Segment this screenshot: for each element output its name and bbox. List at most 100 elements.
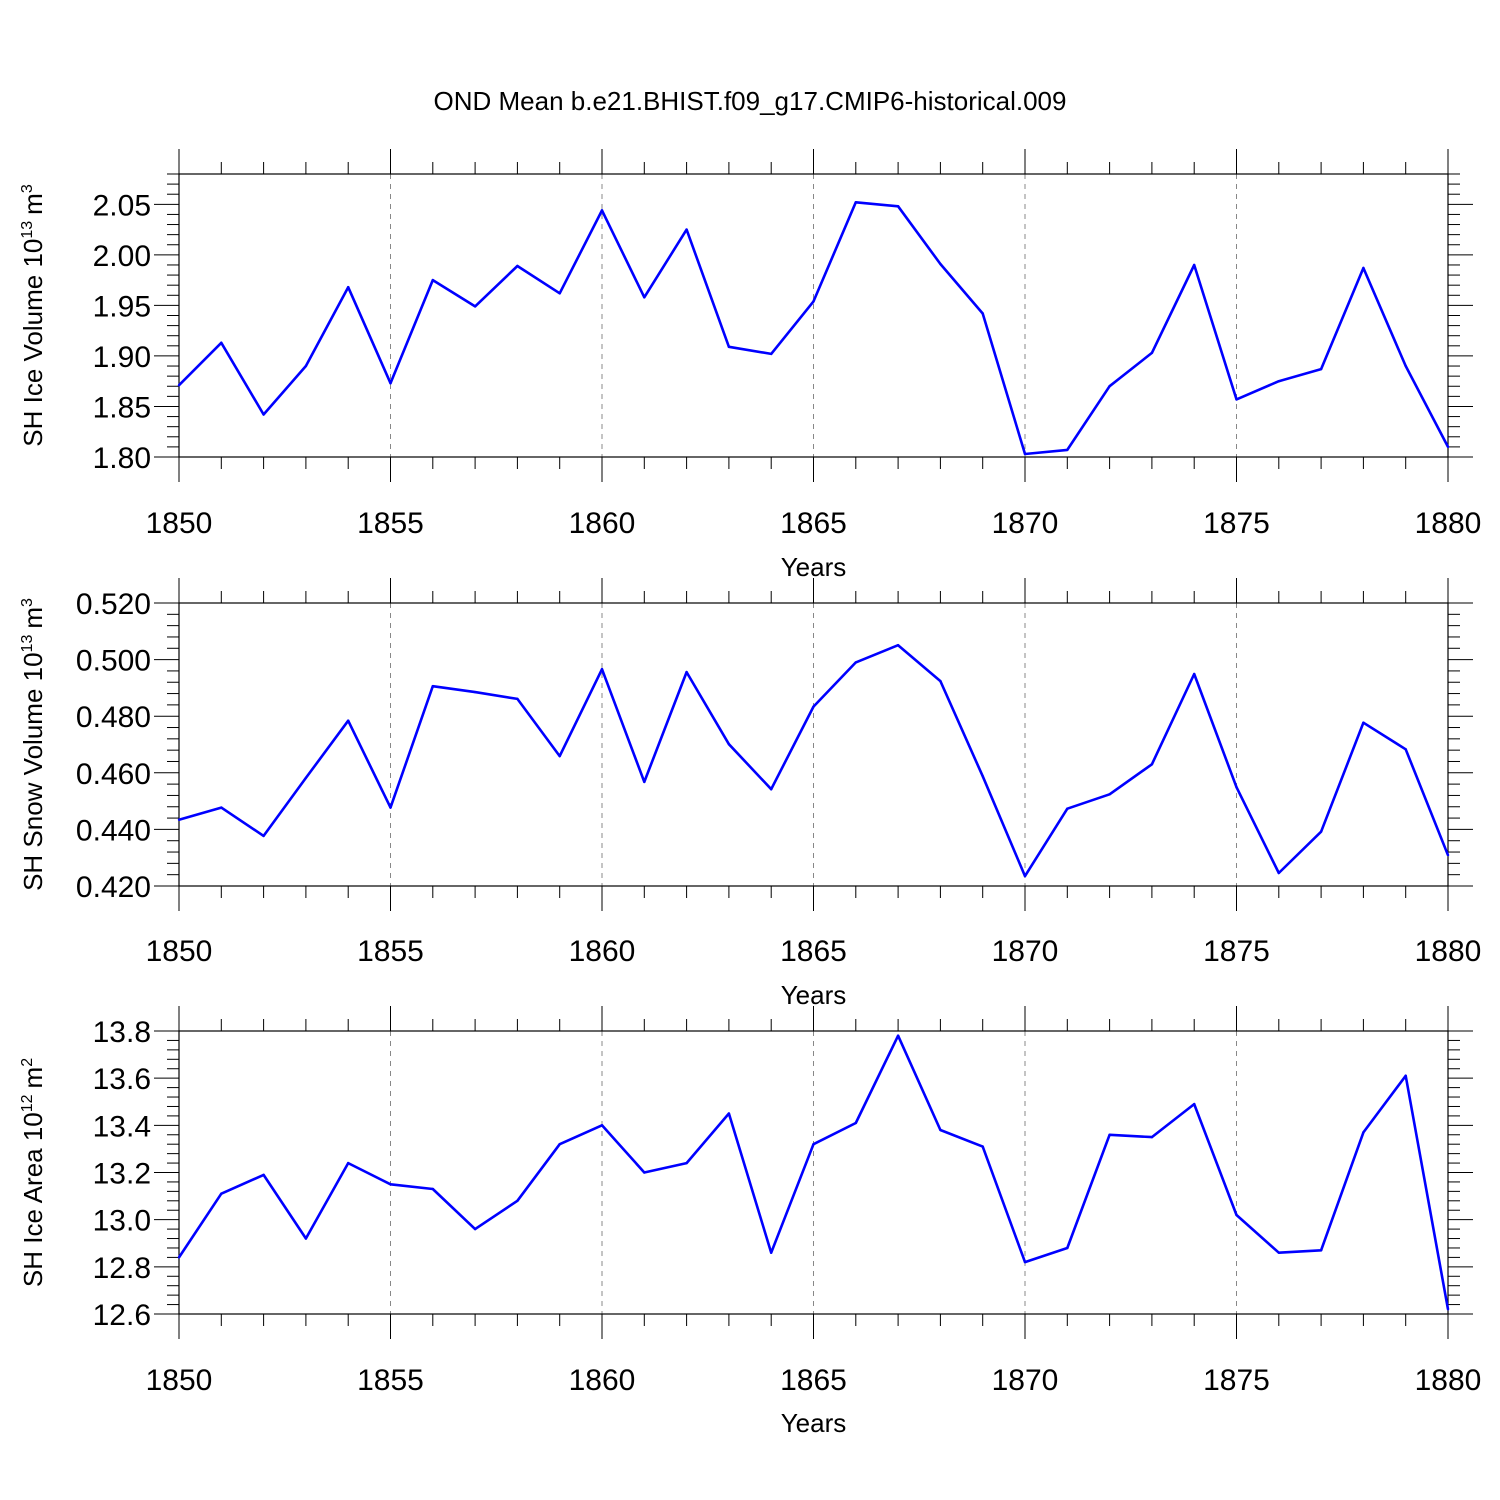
data-point bbox=[896, 205, 900, 208]
data-point bbox=[685, 670, 688, 674]
data-point bbox=[770, 1251, 773, 1254]
data-point bbox=[347, 1161, 350, 1165]
data-point bbox=[558, 754, 561, 758]
data-point bbox=[600, 668, 604, 671]
y-tick-label: 13.8 bbox=[93, 1016, 151, 1049]
data-point bbox=[981, 774, 984, 778]
data-point bbox=[1235, 1213, 1238, 1217]
data-point bbox=[516, 264, 519, 268]
x-tick-label: 1850 bbox=[146, 507, 213, 540]
data-point bbox=[1150, 351, 1154, 355]
data-point bbox=[1277, 379, 1281, 383]
x-tick-label: 1855 bbox=[357, 507, 424, 540]
x-tick-label: 1855 bbox=[357, 1364, 424, 1397]
y-axis-exponent: 13 bbox=[19, 221, 36, 239]
data-point bbox=[1404, 364, 1407, 368]
data-point bbox=[262, 1173, 265, 1177]
data-point bbox=[1235, 786, 1238, 789]
data-point bbox=[1193, 672, 1196, 676]
data-point bbox=[1108, 793, 1111, 796]
x-tick-label: 1870 bbox=[992, 1364, 1059, 1397]
data-point bbox=[1362, 266, 1365, 270]
data-point bbox=[643, 296, 646, 299]
x-tick-label: 1865 bbox=[780, 935, 847, 968]
data-point bbox=[473, 690, 477, 694]
data-point bbox=[1277, 871, 1281, 875]
y-axis-unit: m bbox=[18, 607, 48, 629]
data-point bbox=[812, 1143, 815, 1146]
data-point bbox=[1404, 1074, 1407, 1078]
data-point bbox=[643, 1171, 646, 1174]
x-tick-label: 1870 bbox=[992, 935, 1059, 968]
data-point bbox=[304, 364, 308, 368]
x-tick-label: 1850 bbox=[146, 1364, 213, 1397]
data-point bbox=[177, 384, 181, 387]
y-tick-label: 1.95 bbox=[93, 290, 151, 323]
data-point bbox=[389, 1183, 392, 1186]
x-tick-label: 1875 bbox=[1203, 507, 1270, 540]
x-tick-label: 1865 bbox=[780, 507, 847, 540]
y-axis-unit: m bbox=[18, 193, 48, 215]
data-point bbox=[981, 1145, 984, 1148]
data-point bbox=[727, 1112, 731, 1115]
data-point bbox=[262, 413, 265, 416]
x-tick-label: 1860 bbox=[569, 507, 636, 540]
y-tick-label: 0.500 bbox=[76, 645, 151, 678]
data-point bbox=[558, 1143, 561, 1146]
data-point bbox=[1066, 448, 1069, 452]
data-point bbox=[896, 643, 900, 647]
data-point bbox=[347, 719, 350, 722]
x-tick-label: 1860 bbox=[569, 1364, 636, 1397]
data-point bbox=[1023, 452, 1027, 456]
data-point bbox=[347, 286, 350, 289]
data-point bbox=[473, 1227, 477, 1231]
x-axis-title: Years bbox=[781, 1408, 847, 1438]
data-point bbox=[727, 743, 731, 746]
panel-2: 0.420 0.440 0.460 0.480 0.500 0.520 1850 1855 18… bbox=[18, 578, 1481, 1010]
data-point bbox=[939, 262, 942, 266]
data-point bbox=[389, 382, 392, 385]
data-point bbox=[770, 352, 773, 356]
data-point bbox=[1193, 263, 1196, 267]
data-point bbox=[1235, 398, 1238, 401]
data-point bbox=[1150, 763, 1154, 766]
data-point bbox=[431, 685, 434, 688]
data-point bbox=[854, 201, 857, 204]
data-point bbox=[1446, 853, 1450, 857]
y-axis-title: SH Snow Volume 1013 m3 bbox=[18, 598, 48, 891]
x-tick-label: 1860 bbox=[569, 935, 636, 968]
x-tick-label: 1850 bbox=[146, 935, 213, 968]
data-point bbox=[770, 788, 773, 791]
data-point bbox=[304, 776, 308, 780]
y-axis-title: SH Ice Area 1012 m2 bbox=[18, 1058, 48, 1287]
y-tick-label: 12.8 bbox=[93, 1252, 151, 1285]
y-tick-label: 0.480 bbox=[76, 701, 151, 734]
data-point bbox=[1108, 1133, 1111, 1136]
data-point bbox=[727, 345, 731, 349]
data-point bbox=[1277, 1251, 1281, 1254]
data-point bbox=[516, 1199, 519, 1203]
y-axis-unit: m bbox=[18, 1067, 48, 1089]
data-point bbox=[600, 1124, 604, 1127]
x-tick-label: 1880 bbox=[1415, 1364, 1482, 1397]
data-point bbox=[1446, 445, 1450, 449]
x-axis-title: Years bbox=[781, 552, 847, 582]
y-axis-exponent: 13 bbox=[19, 635, 36, 653]
data-point bbox=[220, 341, 223, 344]
y-tick-label: 1.80 bbox=[93, 442, 151, 475]
x-axis-title: Years bbox=[781, 980, 847, 1010]
y-tick-label: 2.00 bbox=[93, 240, 151, 273]
x-tick-label: 1880 bbox=[1415, 935, 1482, 968]
data-point bbox=[685, 1161, 688, 1165]
data-point bbox=[981, 312, 984, 315]
data-point bbox=[220, 806, 223, 809]
x-tick-label: 1870 bbox=[992, 507, 1059, 540]
data-point bbox=[643, 780, 646, 784]
data-point bbox=[812, 300, 815, 303]
data-point bbox=[1362, 1131, 1365, 1134]
y-tick-label: 0.520 bbox=[76, 588, 151, 621]
data-point bbox=[1319, 1249, 1323, 1252]
y-tick-label: 13.0 bbox=[93, 1205, 151, 1238]
y-tick-label: 13.2 bbox=[93, 1158, 151, 1191]
